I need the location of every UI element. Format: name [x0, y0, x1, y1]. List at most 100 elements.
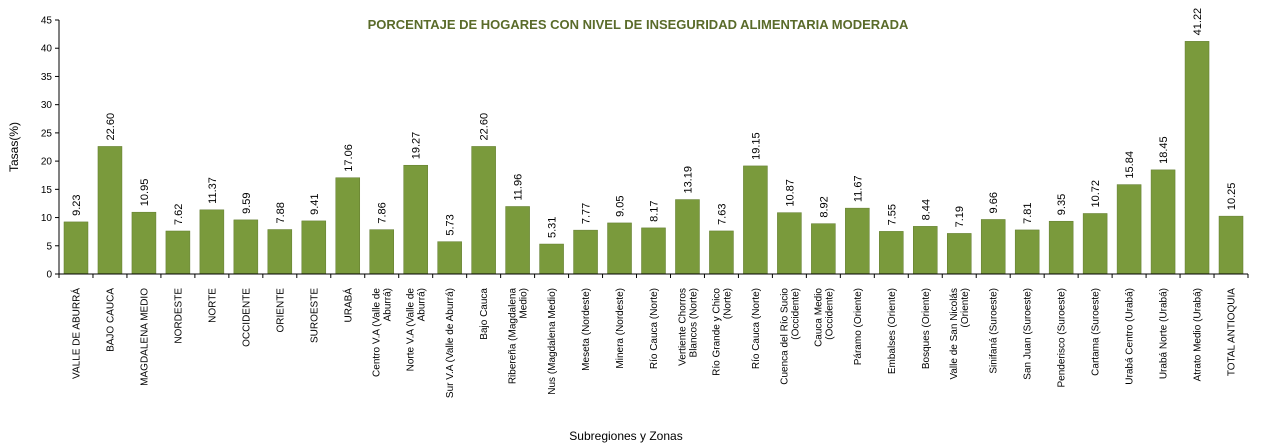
category-label-line: Medio) [519, 288, 530, 319]
category-label-23: Páramo (Oriente) [853, 288, 864, 365]
bar-29 [1048, 220, 1074, 275]
bar-6 [267, 229, 293, 275]
bars-group [63, 41, 1244, 275]
value-label-9: 7.86 [377, 202, 389, 223]
value-label-2: 10.95 [139, 179, 151, 207]
y-tick-label-2: 10 [41, 213, 53, 224]
category-label-line: Bajo Cauca [479, 288, 490, 340]
y-tick-label-1: 5 [46, 241, 52, 252]
category-label-33: Atrato Medio (Urabá) [1193, 288, 1204, 381]
y-tick-label-3: 15 [41, 185, 53, 196]
category-label-8: URABÁ [341, 288, 354, 323]
category-label-5: OCCIDENTE [241, 288, 252, 347]
bar-23 [845, 207, 870, 275]
category-label-line: VALLE DE ABURRÁ [69, 288, 82, 379]
category-label-21: Cuenca del Río Sucio(Occidente) [779, 288, 801, 385]
y-tick-label-4: 20 [41, 157, 53, 168]
value-label-32: 18.45 [1158, 136, 1170, 164]
value-label-19: 7.63 [716, 204, 728, 225]
category-label-line: NORTE [207, 288, 218, 323]
category-label-line: Urabá Norte (Urabá) [1159, 288, 1170, 379]
value-label-28: 7.81 [1022, 202, 1034, 223]
value-label-24: 7.55 [886, 204, 898, 225]
y-axis-label: Tasas(%) [7, 122, 21, 172]
bar-1 [97, 146, 123, 275]
x-axis-label: Subregiones y Zonas [569, 429, 682, 443]
category-label-line: Urabá Centro (Urabá) [1125, 288, 1136, 385]
bar-20 [743, 165, 768, 275]
category-label-19: Río Grande y Chico(Norte) [711, 288, 733, 376]
category-label-line: Valle de San Nicolás [949, 288, 960, 380]
value-label-14: 5.31 [547, 217, 559, 238]
bar-10 [403, 164, 428, 275]
category-label-31: Urabá Centro (Urabá) [1125, 288, 1136, 385]
value-label-22: 8.92 [818, 196, 830, 217]
category-label-line: Cuenca del Río Sucio [779, 288, 790, 385]
y-tick-label-0: 0 [46, 270, 52, 281]
category-label-1: BAJO CAUCA [105, 288, 116, 352]
bar-9 [369, 229, 394, 275]
category-label-line: Cauca Medio [813, 288, 824, 347]
value-label-25: 8.44 [920, 199, 932, 220]
category-label-line: Sinifaná (Suroeste) [989, 288, 1000, 374]
value-label-27: 9.66 [988, 192, 1000, 213]
category-label-line: Ribereña (Magdalena [508, 288, 519, 385]
bar-33 [1184, 41, 1210, 275]
value-label-11: 5.73 [445, 214, 457, 235]
category-label-line: Atrato Medio (Urabá) [1193, 288, 1204, 381]
bar-34 [1218, 215, 1244, 275]
value-label-30: 10.72 [1090, 180, 1102, 208]
category-label-22: Cauca Medio(Occidente) [813, 288, 835, 347]
bar-17 [641, 227, 666, 275]
value-label-34: 10.25 [1226, 183, 1238, 211]
category-label-line: Centro V.A (Valle de [372, 288, 383, 377]
bar-28 [1014, 229, 1040, 275]
bar-4 [199, 209, 225, 275]
category-label-10: Norte V.A (Valle deAburrá) [406, 288, 428, 372]
y-tick-label-9: 45 [41, 16, 53, 27]
value-label-16: 9.05 [615, 195, 627, 216]
value-label-7: 9.41 [309, 193, 321, 214]
category-label-line: San Juan (Suroeste) [1023, 288, 1034, 380]
bar-11 [437, 241, 462, 275]
bar-13 [505, 206, 530, 275]
category-label-9: Centro V.A (Valle deAburrá) [372, 288, 394, 377]
y-ticks-group: 0 5 10 15 20 25 30 35 40 45 [41, 16, 59, 281]
category-label-12: Bajo Cauca [479, 288, 490, 340]
category-label-line: Cartama (Suroeste) [1091, 288, 1102, 376]
value-label-6: 7.88 [275, 202, 287, 223]
value-label-3: 7.62 [173, 204, 185, 225]
category-label-18: Vertiente ChorrosBlancos (Norte) [677, 288, 699, 366]
category-label-29: Penderisco (Suroeste) [1057, 288, 1068, 388]
category-label-line: Aburrá) [417, 288, 428, 321]
category-label-14: Nus (Magdalena Medio) [547, 288, 558, 395]
category-label-line: Bosques (Oriente) [921, 288, 932, 369]
value-label-18: 13.19 [682, 166, 694, 194]
bar-25 [913, 226, 938, 275]
bar-0 [63, 221, 89, 275]
value-label-17: 8.17 [649, 200, 661, 221]
value-label-26: 7.19 [954, 206, 966, 227]
category-label-24: Embalses (Oriente) [887, 288, 898, 374]
category-label-2: MAGDALENA MEDIO [139, 288, 150, 386]
category-label-line: Penderisco (Suroeste) [1057, 288, 1068, 388]
category-label-line: SUROESTE [309, 288, 320, 343]
category-label-20: Río Cauca (Norte) [751, 288, 762, 369]
category-label-line: Páramo (Oriente) [853, 288, 864, 365]
x-ticks-group: VALLE DE ABURRÁ BAJO CAUCA MAGDALENA MEDIO… [58, 274, 1249, 398]
value-label-10: 19.27 [411, 132, 423, 160]
value-label-31: 15.84 [1124, 151, 1136, 179]
category-label-line: Norte V.A (Valle de [406, 288, 417, 372]
bar-21 [777, 212, 802, 275]
category-label-28: San Juan (Suroeste) [1023, 288, 1034, 380]
value-label-13: 11.96 [513, 174, 525, 201]
category-label-26: Valle de San Nicolás(Oriente) [949, 288, 971, 380]
value-label-29: 9.35 [1056, 194, 1068, 215]
bar-3 [165, 230, 191, 275]
y-tick-label-5: 25 [41, 128, 53, 139]
value-label-12: 22.60 [479, 113, 491, 141]
bar-2 [131, 211, 157, 275]
category-label-11: Sur V.A (Valle de Aburrá) [445, 288, 456, 398]
category-label-34: TOTAL ANTIOQUIA [1227, 288, 1238, 376]
